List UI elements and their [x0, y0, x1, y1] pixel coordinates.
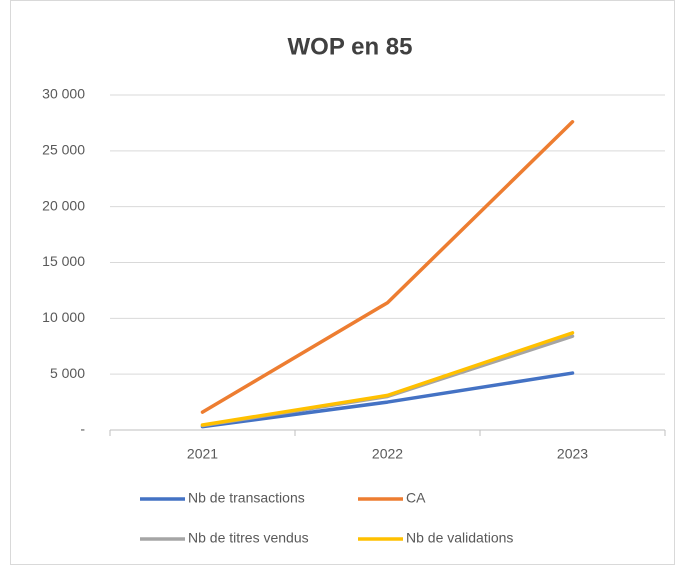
- legend-label: Nb de validations: [406, 530, 513, 546]
- series-line: [200, 120, 575, 414]
- y-tick-label: 30 000: [42, 86, 85, 102]
- series-line: [200, 331, 575, 427]
- x-tick-label: 2022: [372, 446, 403, 462]
- chart-frame: [10, 0, 675, 565]
- legend-label: Nb de transactions: [188, 490, 305, 506]
- y-tick-label: -: [80, 421, 85, 437]
- x-tick-label: 2021: [187, 446, 218, 462]
- y-tick-label: 20 000: [42, 197, 85, 213]
- x-tick-label: 2023: [557, 446, 588, 462]
- chart-title: WOP en 85: [288, 33, 413, 60]
- y-tick-label: 15 000: [42, 253, 85, 269]
- y-tick-label: 10 000: [42, 309, 85, 325]
- legend-label: Nb de titres vendus: [188, 530, 309, 546]
- y-tick-label: 5 000: [50, 365, 85, 381]
- y-tick-label: 25 000: [42, 142, 85, 158]
- legend-label: CA: [406, 490, 426, 506]
- series-line: [200, 371, 575, 429]
